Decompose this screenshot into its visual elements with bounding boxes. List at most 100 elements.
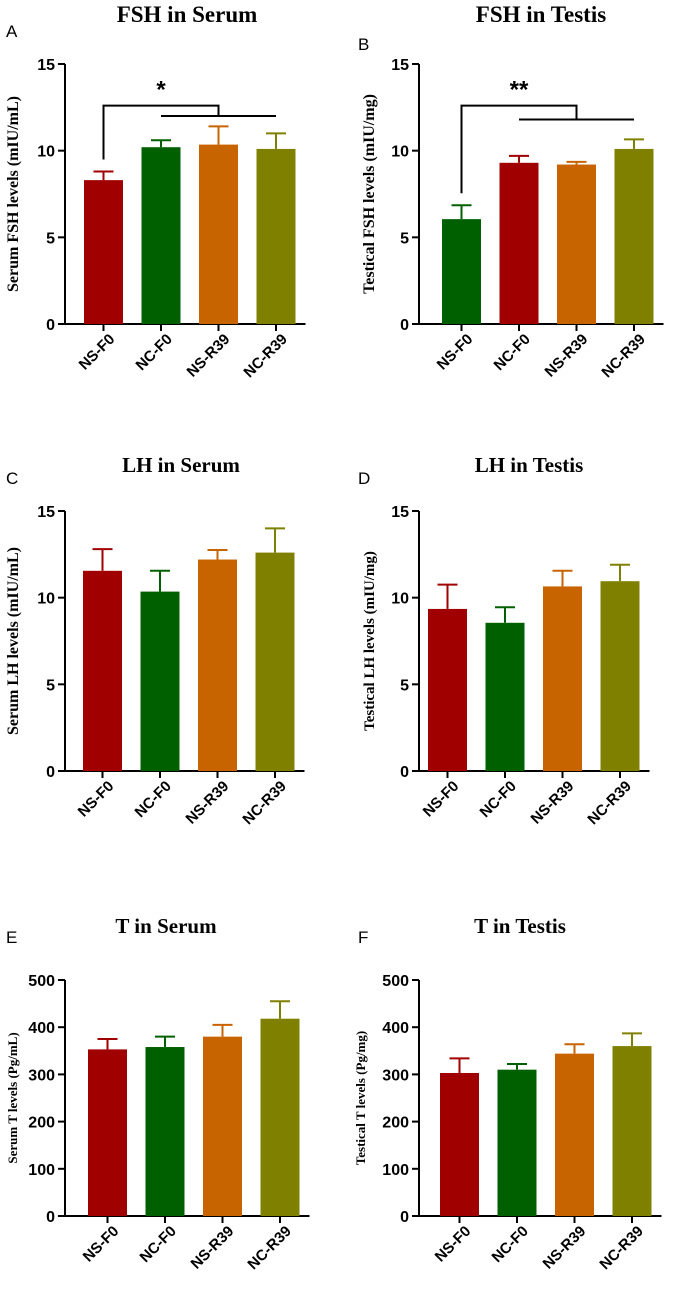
- bar-nc-f0: [140, 591, 180, 771]
- y-tick-label: 500: [28, 973, 55, 990]
- bar-ns-r39: [555, 1053, 594, 1216]
- bar-nc-r39: [260, 1018, 300, 1216]
- x-tick-label: NC-F0: [137, 1223, 180, 1266]
- panel-letter: D: [358, 469, 370, 488]
- panel-b: B FSH in Testis Testical FSH levels (mIU/m…: [358, 2, 664, 381]
- y-tick-label: 10: [391, 144, 409, 161]
- y-tick-label: 10: [37, 591, 55, 608]
- panel-f: F T in Testis Testical T levels (Pg/mg) 0 10…: [353, 914, 662, 1273]
- x-tick-label: NC-R39: [239, 778, 289, 828]
- y-axis-label: Testical FSH levels (mIU/mg): [361, 94, 378, 294]
- bar-ns-r39: [543, 586, 582, 771]
- y-tick-label: 400: [382, 1020, 409, 1037]
- x-tick-label: NS-R39: [540, 1223, 590, 1273]
- bar-nc-f0: [485, 622, 525, 771]
- x-tick-label: NC-F0: [489, 1223, 532, 1266]
- x-tick-label: NC-R39: [584, 778, 634, 828]
- y-tick-label: 15: [37, 504, 55, 521]
- bar-ns-r39: [557, 164, 596, 324]
- panel-letter: E: [6, 928, 17, 947]
- y-tick-label: 15: [391, 504, 409, 521]
- panel-title: LH in Serum: [122, 453, 240, 477]
- x-tick-label: NC-R39: [598, 331, 648, 381]
- y-axis-label: Serum T levels (Pg/mL): [5, 1032, 20, 1163]
- x-tick-label: NC-F0: [477, 778, 520, 821]
- bar-nc-f0: [499, 162, 539, 324]
- y-axis-label: Serum FSH levels (mIU/mL): [5, 96, 22, 292]
- y-tick-label: 15: [391, 57, 409, 74]
- y-axis-label: Serum LH levels (mIU/mL): [5, 547, 22, 735]
- y-tick-label: 5: [400, 677, 409, 694]
- y-tick-label: 0: [46, 317, 55, 334]
- bar-ns-r39: [203, 1036, 242, 1216]
- bar-ns-f0: [84, 180, 123, 324]
- panel-a: A FSH in Serum Serum FSH levels (mIU/mL) 0 5…: [5, 2, 306, 381]
- y-tick-label: 0: [400, 317, 409, 334]
- y-tick-label: 100: [382, 1162, 409, 1179]
- panel-letter: B: [358, 35, 369, 54]
- y-tick-label: 300: [28, 1067, 55, 1084]
- y-tick-label: 0: [400, 1209, 409, 1226]
- bar-nc-r39: [600, 581, 640, 771]
- y-tick-label: 400: [28, 1020, 55, 1037]
- panel-title: T in Serum: [115, 914, 217, 938]
- y-tick-label: 15: [37, 57, 55, 74]
- x-tick-label: NC-R39: [244, 1223, 294, 1273]
- significance-bracket: [102, 104, 220, 160]
- x-tick-label: NS-F0: [76, 331, 119, 374]
- y-tick-label: 500: [382, 973, 409, 990]
- bar-nc-f0: [145, 1047, 185, 1216]
- panel-letter: A: [6, 22, 18, 41]
- x-tick-label: NC-F0: [491, 331, 534, 374]
- significance-label: *: [156, 77, 166, 104]
- y-tick-label: 0: [46, 1209, 55, 1226]
- y-tick-label: 10: [391, 591, 409, 608]
- y-tick-label: 200: [382, 1115, 409, 1132]
- panel-title: FSH in Serum: [117, 2, 258, 27]
- y-axis-label: Testical T levels (Pg/mg): [353, 1031, 368, 1165]
- bar-nc-f0: [497, 1069, 537, 1216]
- panel-title: T in Testis: [474, 914, 566, 938]
- y-axis-label: Testical LH levels (mIU/mg): [362, 551, 378, 731]
- y-tick-label: 300: [382, 1067, 409, 1084]
- bar-nc-f0: [141, 147, 181, 324]
- x-tick-label: NS-R39: [188, 1223, 238, 1273]
- panel-e: E T in Serum Serum T levels (Pg/mL) 0 100 200…: [5, 914, 310, 1273]
- y-tick-label: 100: [28, 1162, 55, 1179]
- y-tick-label: 5: [46, 230, 55, 247]
- y-tick-label: 0: [46, 764, 55, 781]
- significance-bracket: [460, 104, 578, 194]
- bar-nc-r39: [255, 552, 295, 771]
- panel-title: LH in Testis: [475, 453, 584, 477]
- bar-nc-r39: [612, 1046, 652, 1216]
- x-tick-label: NS-F0: [80, 1223, 123, 1266]
- x-tick-label: NC-R39: [596, 1223, 646, 1273]
- x-tick-label: NC-R39: [240, 331, 290, 381]
- bar-ns-f0: [88, 1049, 127, 1216]
- x-tick-label: NC-F0: [133, 331, 176, 374]
- y-tick-label: 5: [400, 230, 409, 247]
- x-tick-label: NS-F0: [75, 778, 118, 821]
- significance-label: **: [510, 77, 529, 104]
- bar-ns-f0: [440, 1072, 479, 1216]
- bar-nc-r39: [614, 148, 654, 324]
- bar-ns-f0: [442, 219, 481, 324]
- x-tick-label: NS-R39: [542, 331, 592, 381]
- x-tick-label: NS-F0: [420, 778, 463, 821]
- bar-nc-r39: [256, 148, 296, 324]
- panel-c: C LH in Serum Serum LH levels (mIU/mL) 0 5 10…: [5, 453, 305, 828]
- panel-d: D LH in Testis Testical LH levels (mIU/mg)…: [358, 453, 650, 828]
- panel-letter: C: [6, 469, 18, 488]
- y-tick-label: 200: [28, 1115, 55, 1132]
- y-tick-label: 0: [400, 764, 409, 781]
- bar-ns-r39: [198, 559, 237, 771]
- y-tick-label: 10: [37, 144, 55, 161]
- y-tick-label: 5: [46, 677, 55, 694]
- x-tick-label: NS-F0: [432, 1223, 475, 1266]
- x-tick-label: NC-F0: [132, 778, 175, 821]
- bar-ns-f0: [83, 570, 122, 771]
- panel-letter: F: [358, 928, 368, 947]
- bar-ns-f0: [428, 608, 467, 771]
- x-tick-label: NS-R39: [183, 778, 233, 828]
